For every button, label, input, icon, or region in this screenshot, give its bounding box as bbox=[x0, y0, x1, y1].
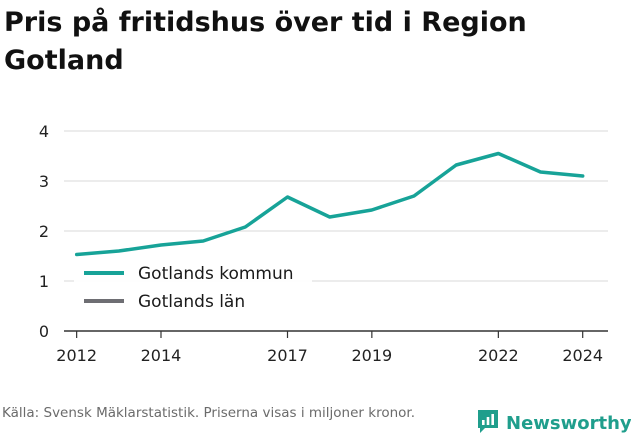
x-axis-ticks: 2012 2014 2017 2019 2022 2024 bbox=[56, 331, 603, 365]
y-tick-label: 4 bbox=[39, 122, 49, 141]
series-line bbox=[74, 151, 585, 257]
y-tick-label: 2 bbox=[39, 222, 49, 241]
brand-name: Newsworthy bbox=[506, 412, 631, 434]
y-axis-ticks: 0 1 2 3 4 bbox=[39, 122, 49, 341]
x-tick-label: 2019 bbox=[351, 346, 392, 365]
x-tick-label: 2024 bbox=[562, 346, 603, 365]
x-tick-label: 2012 bbox=[56, 346, 97, 365]
x-tick-label: 2022 bbox=[478, 346, 519, 365]
x-tick-label: 2014 bbox=[141, 346, 182, 365]
chart-title: Pris på fritidshus över tid i Region Got… bbox=[4, 7, 527, 76]
legend-label: Gotlands län bbox=[138, 292, 245, 312]
x-tick-label: 2017 bbox=[267, 346, 308, 365]
gridlines bbox=[64, 130, 608, 282]
y-tick-label: 1 bbox=[39, 272, 49, 291]
newsworthy-chart-icon bbox=[476, 408, 500, 438]
legend: Gotlands kommun Gotlands län bbox=[74, 262, 312, 318]
series-lines bbox=[74, 151, 585, 257]
y-tick-label: 0 bbox=[39, 322, 49, 341]
source-note: Källa: Svensk Mäklarstatistik. Priserna … bbox=[2, 405, 416, 421]
newsworthy-logo[interactable]: Newsworthy bbox=[476, 408, 631, 438]
legend-label: Gotlands kommun bbox=[138, 264, 294, 284]
y-tick-label: 3 bbox=[39, 172, 49, 191]
